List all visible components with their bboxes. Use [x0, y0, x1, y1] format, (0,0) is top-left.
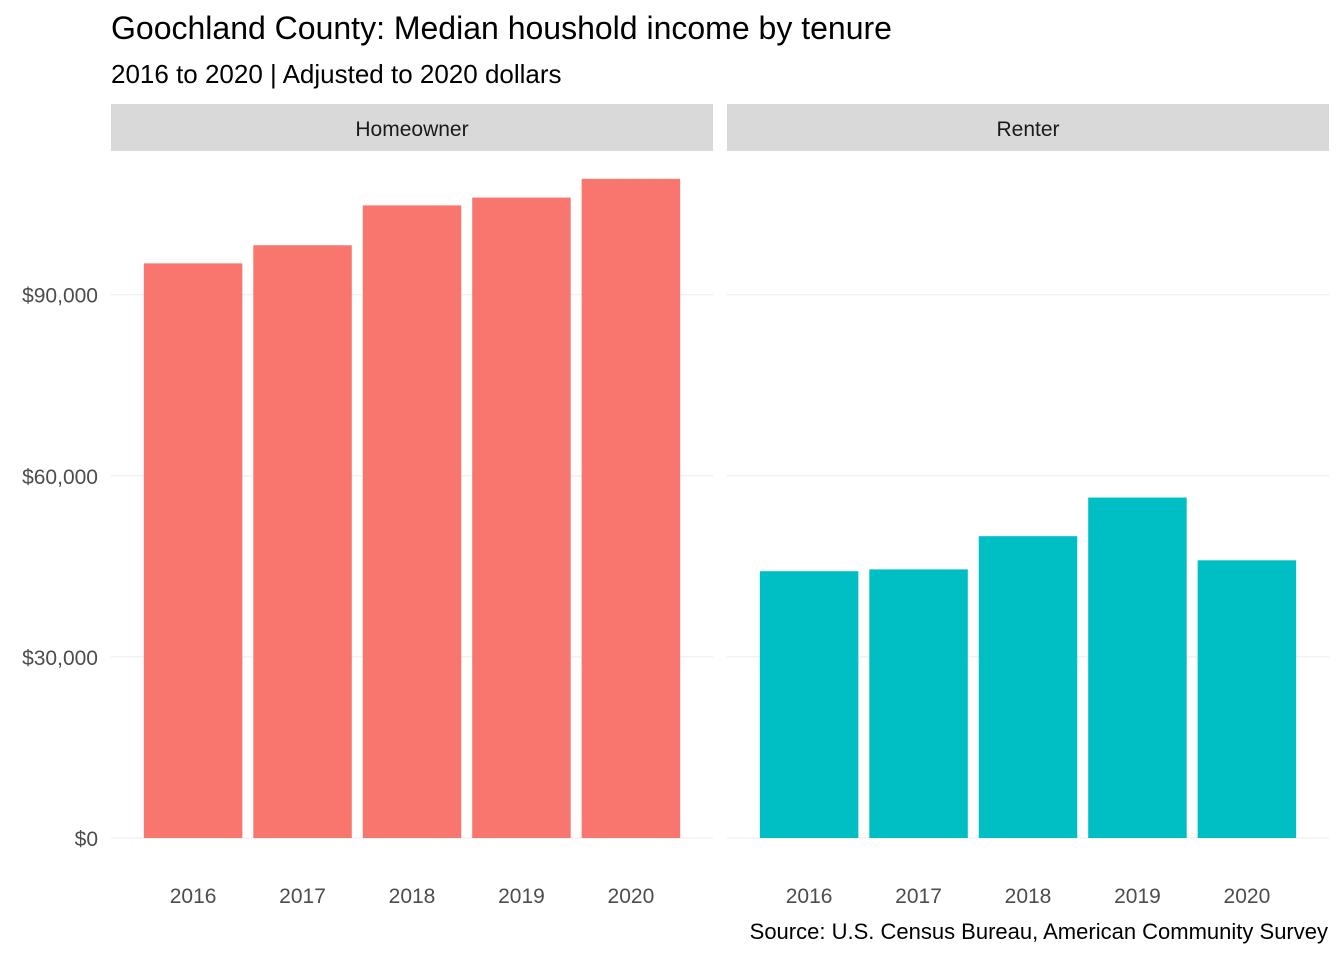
x-tick-label: 2020 — [1224, 885, 1271, 908]
y-tick-label: $30,000 — [22, 647, 98, 670]
facet-strip — [727, 104, 1329, 151]
chart-panels: Homeowner 2016 2017 2018 2019 2020 Renter 2016 2… — [111, 104, 1329, 908]
x-tick-label: 2017 — [279, 885, 326, 908]
x-tick-label: 2016 — [170, 885, 217, 908]
x-tick-label: 2016 — [786, 885, 833, 908]
bar-renter-2019 — [1088, 497, 1187, 838]
bar-homeowner-2016 — [143, 263, 243, 838]
x-tick-label: 2017 — [895, 885, 942, 908]
bar-renter-2017 — [869, 569, 968, 838]
facet-strip-label: Homeowner — [355, 118, 468, 141]
bar-renter-2020 — [1197, 560, 1297, 838]
chart-subtitle: 2016 to 2020 | Adjusted to 2020 dollars — [111, 59, 562, 89]
y-tick-label: $90,000 — [22, 285, 98, 308]
facet-strip — [111, 104, 713, 151]
x-tick-label: 2020 — [608, 885, 655, 908]
bar-homeowner-2020 — [581, 178, 681, 838]
x-tick-label: 2019 — [1114, 885, 1161, 908]
y-tick-label: $0 — [75, 828, 98, 851]
bar-renter-2018 — [978, 536, 1078, 838]
bar-homeowner-2017 — [253, 245, 352, 838]
source-caption: Source: U.S. Census Bureau, American Com… — [749, 919, 1328, 944]
x-tick-label: 2018 — [389, 885, 436, 908]
facet-strip-label: Renter — [996, 118, 1059, 141]
y-axis: $0 $30,000 $60,000 $90,000 — [22, 285, 98, 851]
panel-homeowner: Homeowner 2016 2017 2018 2019 2020 — [111, 104, 713, 908]
x-tick-label: 2018 — [1005, 885, 1052, 908]
x-tick-label: 2019 — [498, 885, 545, 908]
y-tick-label: $60,000 — [22, 466, 98, 489]
bar-renter-2016 — [759, 571, 859, 838]
bar-homeowner-2018 — [362, 205, 462, 838]
panel-renter: Renter 2016 2017 2018 2019 2020 — [727, 104, 1329, 908]
chart-title: Goochland County: Median houshold income… — [111, 10, 892, 46]
bar-homeowner-2019 — [472, 197, 571, 839]
